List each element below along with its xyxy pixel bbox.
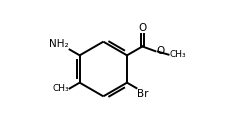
Text: O: O	[138, 23, 146, 33]
Text: NH₂: NH₂	[49, 39, 69, 49]
Text: O: O	[156, 46, 164, 56]
Text: CH₃: CH₃	[52, 84, 69, 93]
Text: Br: Br	[137, 89, 149, 99]
Text: CH₃: CH₃	[169, 50, 186, 59]
